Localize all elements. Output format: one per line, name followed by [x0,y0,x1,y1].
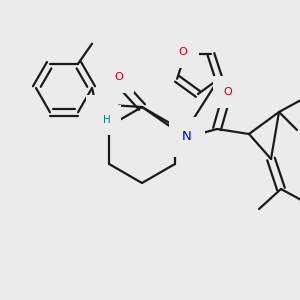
Text: O: O [179,47,188,57]
Text: N: N [182,130,192,143]
Text: H: H [103,115,111,125]
Text: O: O [224,87,232,97]
Text: N: N [98,106,106,119]
Text: O: O [115,72,123,82]
